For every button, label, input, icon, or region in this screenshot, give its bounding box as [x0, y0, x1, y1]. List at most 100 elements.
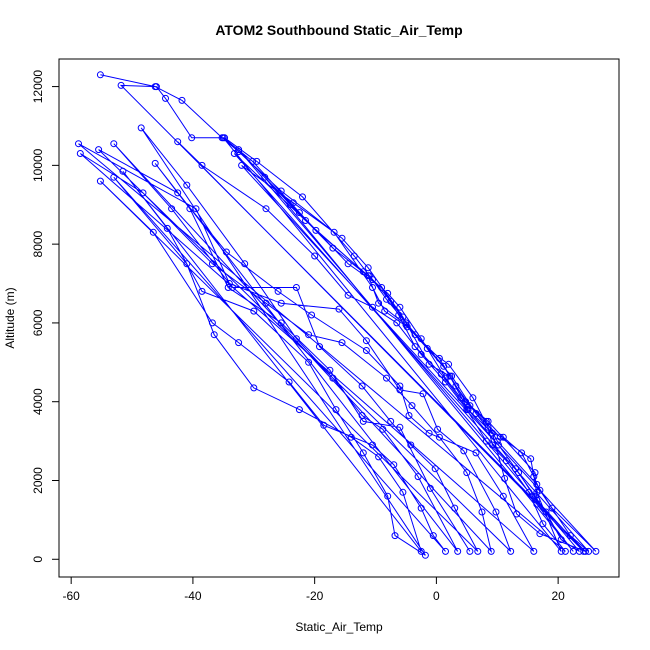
data-point: [411, 343, 419, 351]
data-point: [75, 140, 82, 148]
data-point: [76, 150, 84, 157]
data-point: [149, 228, 157, 236]
data-point: [513, 510, 521, 518]
data-point: [387, 297, 395, 305]
data-point: [482, 437, 490, 445]
data-point: [316, 343, 323, 351]
data-point: [369, 284, 376, 291]
data-point: [312, 226, 320, 234]
y-tick-label: 2000: [31, 467, 45, 494]
data-point: [502, 457, 510, 465]
data-point: [230, 150, 238, 157]
data-point: [542, 508, 550, 516]
data-point: [408, 402, 416, 410]
data-point: [417, 547, 425, 555]
data-point: [238, 161, 246, 169]
data-point: [403, 323, 411, 331]
data-point: [375, 299, 383, 307]
data-point: [335, 305, 343, 313]
data-point: [396, 303, 404, 311]
data-point: [208, 260, 216, 268]
data-point: [295, 209, 303, 217]
data-point: [411, 331, 419, 339]
data-point: [168, 205, 176, 213]
data-point: [592, 547, 600, 555]
data-point: [448, 372, 456, 380]
data-point: [493, 437, 501, 445]
data-point: [329, 244, 337, 252]
x-axis: -60 -40 -20 0 20: [63, 576, 565, 603]
data-point: [262, 299, 270, 307]
data-point: [495, 441, 502, 449]
data-point: [344, 260, 352, 268]
data-point: [435, 433, 443, 441]
data-point: [472, 449, 480, 457]
y-tick-label: 10000: [31, 148, 45, 182]
y-tick-label: 4000: [31, 388, 45, 415]
data-point: [492, 508, 500, 516]
data-point: [531, 492, 539, 500]
data-point: [289, 199, 297, 207]
data-point: [457, 394, 465, 402]
data-point: [178, 96, 186, 104]
data-point: [198, 161, 206, 169]
series-points: [75, 71, 600, 559]
data-point: [527, 455, 535, 463]
data-point: [330, 228, 338, 236]
data-point: [452, 382, 460, 390]
data-point: [358, 382, 366, 390]
data-point: [466, 547, 474, 555]
x-tick-label: 20: [551, 589, 565, 603]
data-point: [117, 81, 125, 89]
data-point: [174, 189, 182, 197]
data-point: [183, 260, 191, 268]
data-point: [390, 461, 398, 469]
data-point: [364, 264, 372, 272]
data-point: [350, 252, 358, 260]
y-tick-label: 0: [31, 556, 45, 563]
data-point: [277, 319, 285, 327]
data-point: [299, 193, 306, 201]
data-point: [369, 276, 376, 284]
data-point: [396, 382, 404, 390]
data-point: [137, 124, 145, 132]
data-point: [434, 425, 442, 433]
data-point: [487, 429, 495, 437]
data-point: [222, 248, 230, 256]
data-point: [359, 417, 367, 425]
data-point: [219, 134, 227, 142]
data-point: [531, 469, 539, 477]
data-point: [566, 532, 574, 540]
data-point: [384, 492, 392, 500]
data-point: [139, 189, 147, 197]
data-point: [295, 406, 303, 414]
data-point: [262, 205, 270, 213]
data-point: [369, 303, 376, 311]
data-point: [151, 159, 159, 167]
data-point: [431, 465, 439, 473]
data-point: [326, 366, 334, 374]
data-point: [417, 504, 425, 512]
y-tick-label: 6000: [31, 309, 45, 336]
data-point: [414, 473, 422, 481]
data-point: [539, 520, 547, 528]
data-point: [425, 429, 433, 437]
data-point: [359, 449, 367, 457]
data-point: [440, 362, 448, 370]
data-point: [548, 504, 556, 512]
data-point: [235, 148, 243, 156]
data-point: [308, 311, 316, 319]
data-point: [302, 217, 309, 224]
data-point: [585, 547, 593, 555]
data-point: [425, 360, 433, 368]
data-point: [362, 337, 370, 345]
series-lines: [78, 74, 597, 556]
data-point: [387, 417, 395, 425]
data-point: [501, 475, 509, 482]
data-point: [152, 83, 160, 91]
data-point: [391, 532, 399, 540]
data-point: [235, 146, 243, 154]
data-point: [474, 547, 482, 555]
x-tick-label: 0: [433, 589, 440, 603]
